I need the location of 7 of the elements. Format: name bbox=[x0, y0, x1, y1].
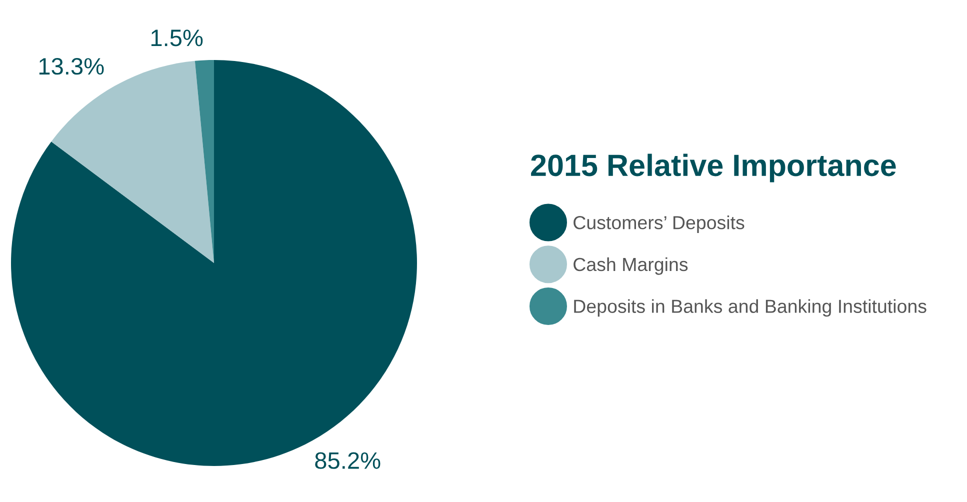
data-label: 13.3% bbox=[39, 58, 104, 75]
legend-label: Deposits in Banks and Banking Institutions bbox=[574, 299, 926, 317]
text: 2015 Relative Importance bbox=[531, 154, 896, 182]
legend-label: Customers’ Deposits bbox=[574, 216, 744, 233]
legend-label: Cash Margins bbox=[574, 257, 688, 275]
data-label: 85.2% bbox=[315, 452, 380, 469]
data-label: 1.5% bbox=[151, 30, 203, 46]
